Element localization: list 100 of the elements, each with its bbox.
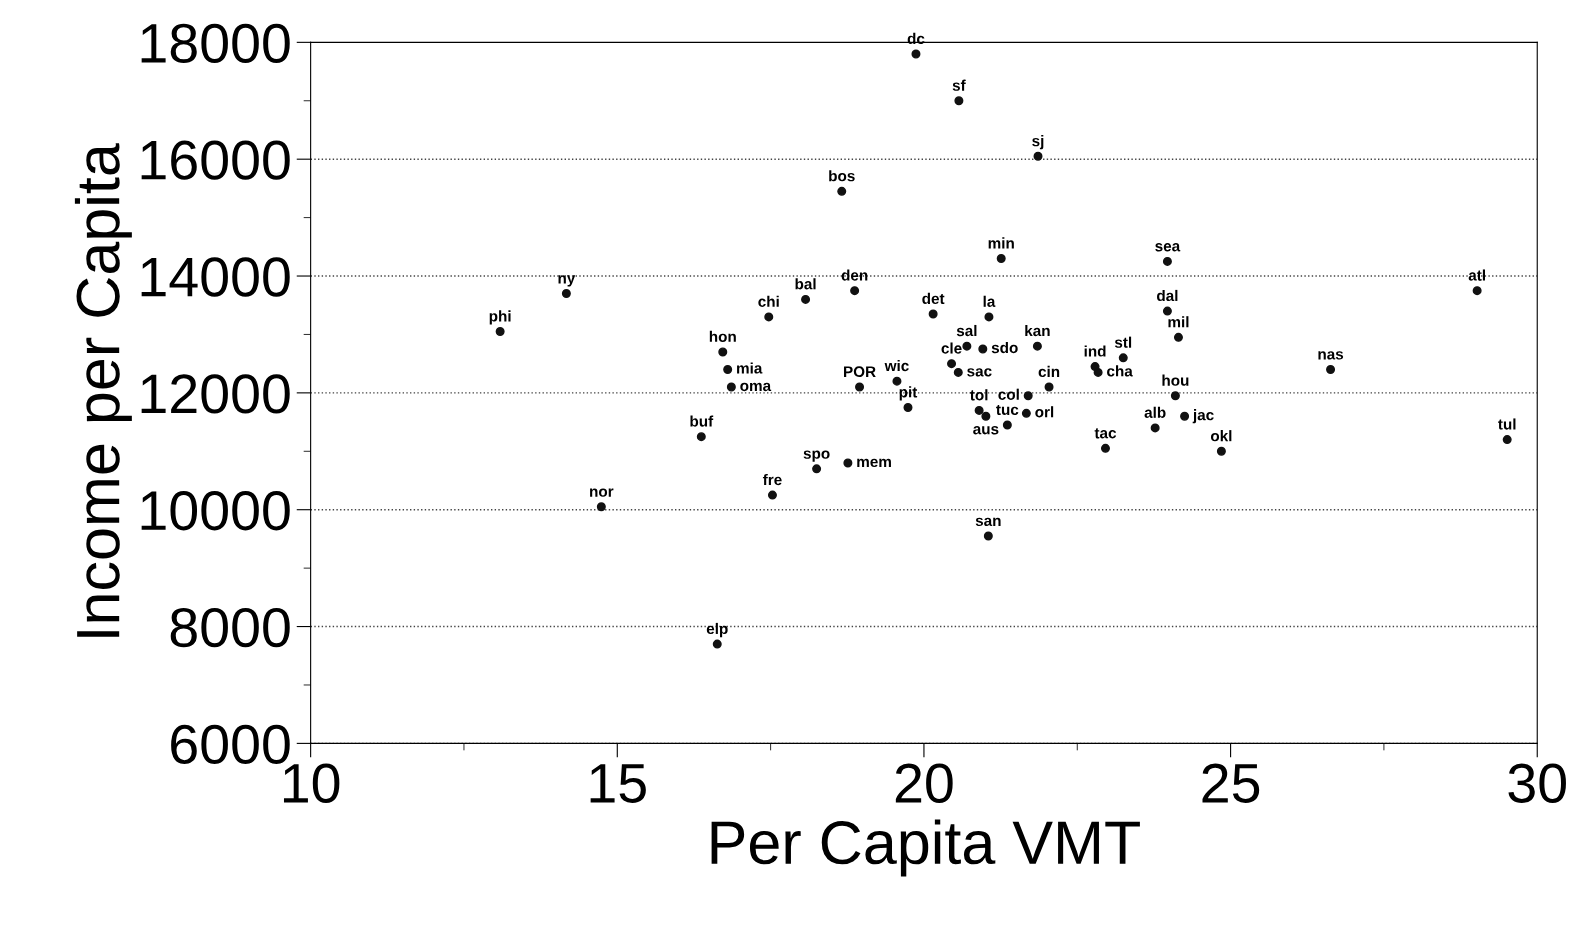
point bbox=[984, 312, 994, 322]
annotation: sac bbox=[967, 368, 992, 377]
annotation: sf bbox=[952, 79, 966, 91]
annotation: nas bbox=[1318, 351, 1344, 360]
annotation: la bbox=[983, 295, 996, 307]
point bbox=[1502, 435, 1512, 445]
point bbox=[974, 405, 984, 415]
point bbox=[947, 359, 957, 369]
annotation: ind bbox=[1084, 345, 1106, 357]
annotation: okl bbox=[1210, 430, 1232, 442]
point bbox=[843, 458, 853, 468]
annotation: kan bbox=[1025, 324, 1050, 337]
annotation: nor bbox=[590, 488, 614, 497]
x-tick-label: 20 bbox=[895, 763, 953, 803]
annotation: bal bbox=[795, 278, 816, 290]
annotation: POR bbox=[844, 366, 876, 378]
point bbox=[1032, 341, 1042, 351]
annotation: fre bbox=[762, 473, 782, 486]
point bbox=[996, 254, 1006, 263]
annotation: orl bbox=[1035, 406, 1054, 418]
annotation: san bbox=[975, 517, 1001, 527]
y-tick-label: 8000 bbox=[170, 607, 290, 648]
x-tick-label: 10 bbox=[283, 763, 340, 803]
annotation: phi bbox=[489, 310, 511, 325]
annotation: ny bbox=[558, 275, 576, 287]
annotation: stl bbox=[1114, 336, 1132, 348]
point bbox=[903, 402, 913, 412]
point bbox=[1100, 443, 1110, 453]
point bbox=[1326, 365, 1336, 374]
point bbox=[962, 341, 972, 351]
annotation: tac bbox=[1094, 428, 1117, 439]
point bbox=[718, 347, 728, 357]
annotation: min bbox=[988, 237, 1014, 249]
point bbox=[1044, 382, 1054, 392]
point bbox=[723, 365, 733, 374]
point bbox=[1002, 420, 1012, 430]
annotation: den bbox=[841, 269, 868, 281]
point bbox=[928, 309, 938, 319]
annotation: sea bbox=[1155, 243, 1181, 252]
annotation: cha bbox=[1107, 365, 1133, 377]
point bbox=[978, 344, 988, 354]
x-tick-label: 30 bbox=[1508, 763, 1566, 803]
point bbox=[1170, 391, 1180, 401]
annotation: mem bbox=[857, 458, 891, 468]
annotation: mia bbox=[737, 362, 763, 374]
annotation: jac bbox=[1192, 409, 1214, 424]
point bbox=[812, 464, 822, 474]
point bbox=[1118, 353, 1128, 363]
point bbox=[1180, 411, 1190, 421]
point bbox=[1173, 332, 1183, 342]
annotation: det bbox=[922, 292, 945, 305]
point bbox=[596, 502, 606, 512]
annotation: sal bbox=[956, 324, 977, 337]
annotation: aus bbox=[973, 426, 999, 435]
y-tick-label: 14000 bbox=[141, 257, 290, 297]
x-tick-label: 25 bbox=[1202, 763, 1260, 803]
annotation: hon bbox=[709, 330, 736, 343]
x-axis-title: Per Capita VMT bbox=[711, 819, 1140, 877]
annotation: sdo bbox=[991, 341, 1018, 354]
point bbox=[495, 327, 505, 337]
annotation: mil bbox=[1168, 316, 1189, 328]
annotation: oma bbox=[740, 382, 772, 392]
point bbox=[1216, 446, 1226, 456]
point bbox=[855, 382, 865, 392]
point bbox=[983, 531, 993, 541]
y-tick-label: 12000 bbox=[141, 374, 290, 414]
point bbox=[712, 639, 722, 649]
annotation: tul bbox=[1498, 418, 1516, 430]
y-axis-title: Income per Capita bbox=[74, 143, 132, 637]
annotation: spo bbox=[803, 450, 830, 462]
point bbox=[837, 186, 847, 196]
annotation: hou bbox=[1162, 374, 1189, 386]
annotation: cle bbox=[941, 342, 962, 354]
point bbox=[850, 286, 860, 296]
point bbox=[764, 312, 774, 322]
annotation: dal bbox=[1157, 289, 1178, 302]
point bbox=[696, 432, 706, 442]
annotation: tuc bbox=[996, 404, 1019, 416]
annotation: sj bbox=[1032, 135, 1044, 150]
annotation: wic bbox=[884, 360, 909, 372]
point bbox=[767, 490, 777, 500]
point bbox=[1150, 423, 1160, 433]
point bbox=[1162, 306, 1172, 316]
annotation: alb bbox=[1144, 406, 1166, 418]
annotation: chi bbox=[758, 295, 779, 307]
point bbox=[892, 376, 902, 386]
annotation: buf bbox=[690, 415, 714, 427]
y-tick-label: 16000 bbox=[141, 140, 290, 180]
annotation: col bbox=[998, 388, 1019, 400]
y-tick-label: 18000 bbox=[141, 23, 290, 64]
point bbox=[1472, 286, 1482, 296]
annotation: tol bbox=[969, 389, 988, 401]
x-tick-label: 15 bbox=[590, 764, 646, 803]
point bbox=[1093, 367, 1103, 377]
point bbox=[561, 289, 571, 299]
annotation: pit bbox=[899, 386, 918, 401]
point bbox=[953, 367, 963, 377]
point bbox=[911, 49, 921, 59]
point bbox=[954, 96, 964, 106]
annotation: cin bbox=[1038, 365, 1060, 378]
